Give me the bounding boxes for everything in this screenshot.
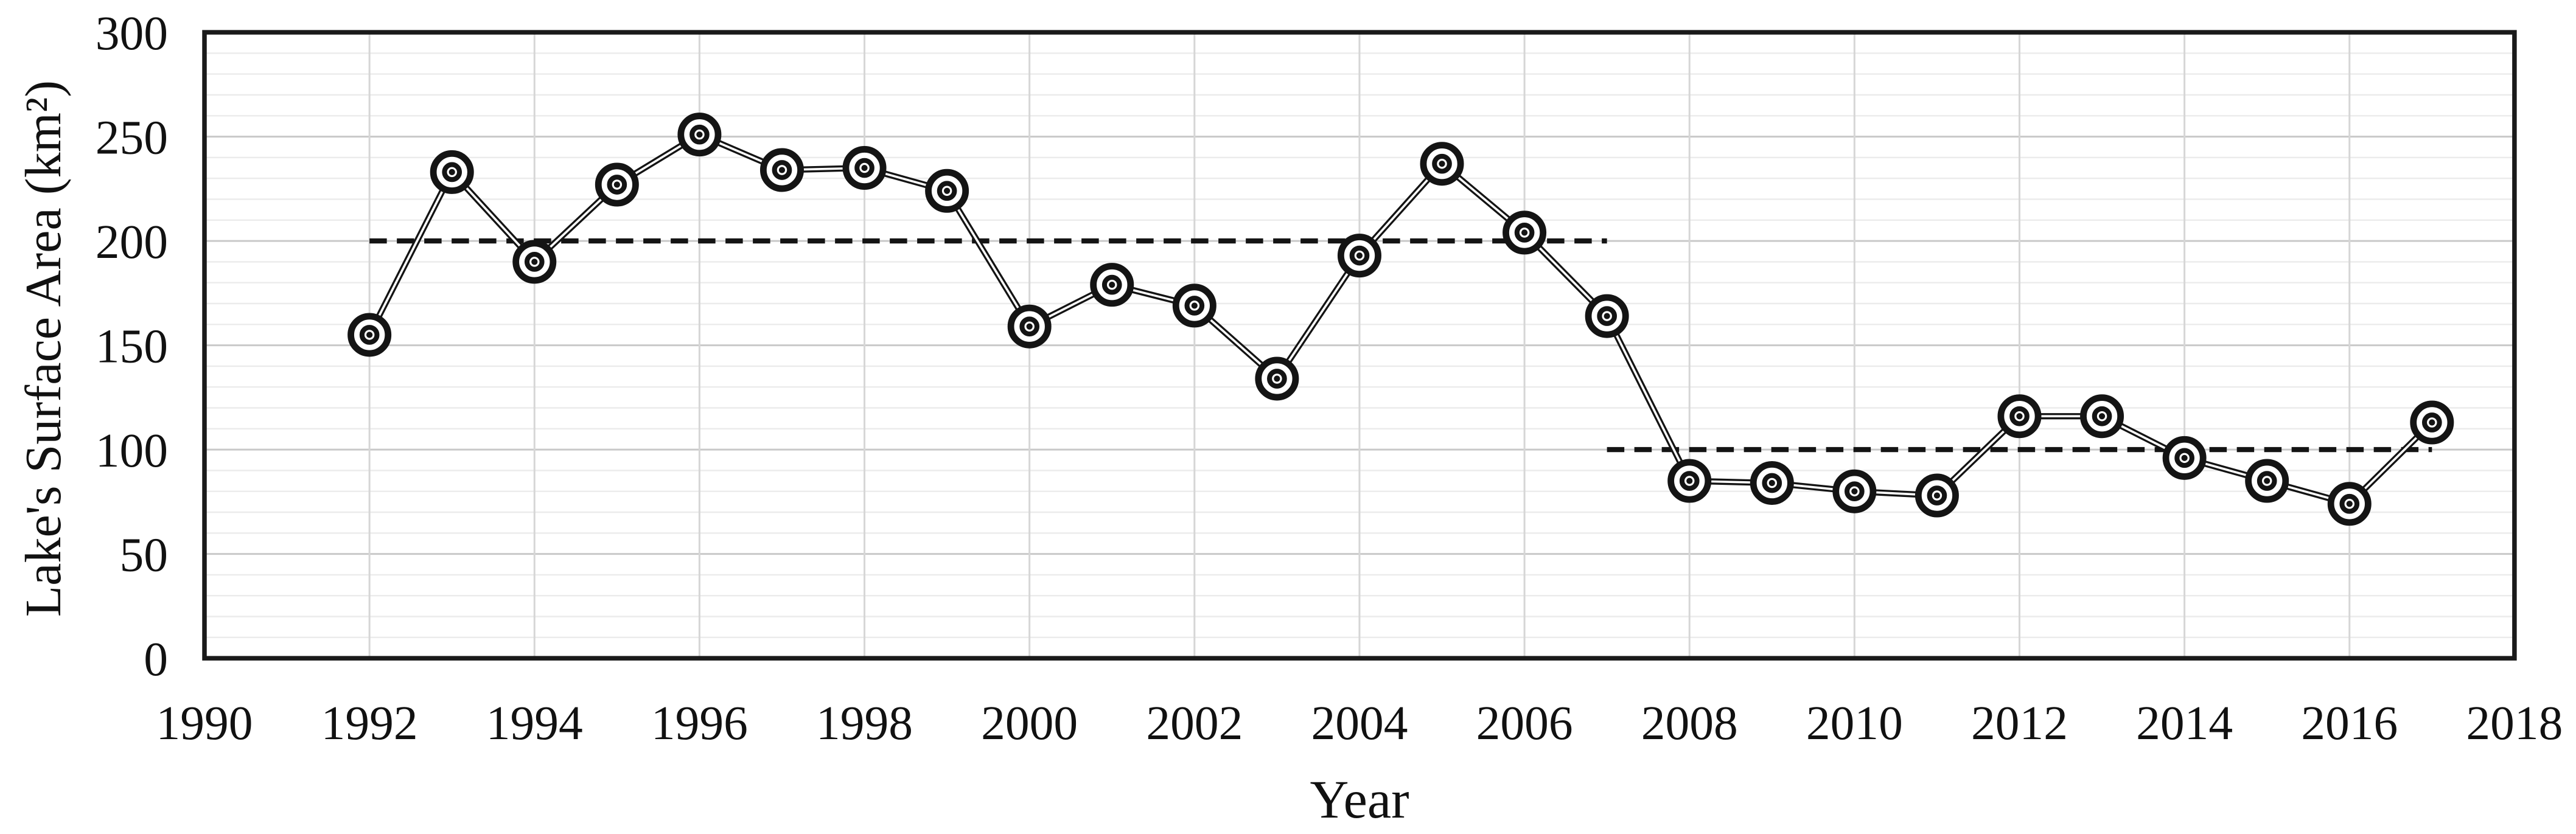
y-tick-label-50: 50: [120, 529, 169, 582]
series-line-core: [368, 133, 2433, 506]
marker-center-dot: [1768, 479, 1775, 487]
data-point-2009: [1750, 460, 1794, 505]
marker-center-dot: [1686, 478, 1693, 484]
data-point-2005: [1420, 142, 1464, 186]
marker-center-dot: [1191, 302, 1198, 309]
series-markers: [347, 113, 2454, 526]
marker-center-dot: [2181, 454, 2188, 461]
x-tick-label-2000: 2000: [981, 697, 1078, 750]
reference-lines: [369, 238, 2432, 453]
marker-center-dot: [1109, 282, 1115, 288]
y-tick-label-200: 200: [96, 215, 168, 269]
marker-center-dot: [861, 164, 868, 172]
series-line: [366, 131, 2434, 507]
x-tick-label-2006: 2006: [1476, 697, 1573, 750]
y-tick-label-100: 100: [96, 424, 168, 478]
data-point-2013: [2080, 394, 2124, 439]
series-line-outer: [366, 131, 2434, 507]
marker-center-dot: [531, 259, 538, 265]
y-axis-title: Lake's Surface Area (km²): [15, 80, 72, 617]
marker-center-dot: [449, 169, 455, 176]
marker-center-dot: [2264, 478, 2271, 484]
plot-border: [202, 30, 2517, 661]
marker-center-dot: [1439, 161, 1445, 167]
data-point-1992: [347, 313, 392, 357]
x-tick-label-2012: 2012: [1971, 697, 2068, 750]
data-point-1996: [677, 113, 722, 157]
data-point-2012: [1997, 394, 2042, 439]
x-tick-label-1994: 1994: [486, 697, 583, 750]
x-tick-label-2016: 2016: [2301, 697, 2398, 750]
data-point-2003: [1255, 356, 1299, 401]
marker-center-dot: [944, 187, 951, 194]
data-point-1997: [759, 148, 804, 192]
data-point-2017: [2410, 400, 2454, 445]
data-point-2010: [1832, 469, 1877, 513]
marker-center-dot: [778, 167, 786, 173]
data-point-1999: [925, 169, 969, 213]
data-point-2011: [1915, 473, 1959, 518]
plot-border-group: [202, 30, 2517, 661]
x-tick-label-2014: 2014: [2136, 697, 2233, 750]
data-point-2008: [1667, 459, 1712, 503]
marker-center-dot: [696, 131, 703, 138]
data-point-2002: [1172, 283, 1216, 328]
y-tick-label-150: 150: [96, 320, 168, 374]
data-point-2006: [1503, 210, 1547, 255]
x-tick-label-2002: 2002: [1146, 697, 1243, 750]
y-tick-label-250: 250: [96, 111, 168, 165]
x-tick-label-2018: 2018: [2466, 697, 2563, 750]
marker-center-dot: [1356, 252, 1363, 259]
marker-center-dot: [2098, 413, 2106, 420]
data-point-2014: [2162, 436, 2207, 480]
marker-center-dot: [1933, 492, 1941, 499]
x-axis-title: Year: [1310, 770, 1409, 830]
data-point-2016: [2327, 482, 2372, 526]
x-tick-label-1992: 1992: [321, 697, 418, 750]
marker-center-dot: [613, 181, 620, 188]
marker-center-dot: [1521, 229, 1528, 236]
x-tick-label-1998: 1998: [816, 697, 913, 750]
marker-center-dot: [1604, 313, 1610, 319]
x-tick-label-2004: 2004: [1311, 697, 1408, 750]
data-point-2015: [2245, 459, 2289, 503]
y-tick-labels: 0 50 100 150 200 250 300: [96, 7, 168, 686]
data-point-1995: [595, 162, 639, 207]
marker-center-dot: [1026, 323, 1033, 330]
marker-center-dot: [1274, 375, 1280, 382]
data-point-2000: [1007, 304, 1052, 349]
x-tick-label-2008: 2008: [1641, 697, 1738, 750]
x-tick-label-1996: 1996: [651, 697, 748, 750]
data-point-2001: [1090, 263, 1134, 307]
x-tick-labels: 1990 1992 1994 1996 1998 2000 2002 2004 2006 2008…: [156, 697, 2563, 750]
data-point-2007: [1585, 294, 1629, 338]
y-tick-label-300: 300: [96, 7, 168, 60]
y-tick-label-0: 0: [144, 633, 168, 686]
data-point-2004: [1337, 234, 1381, 278]
x-tick-label-2010: 2010: [1806, 697, 1903, 750]
marker-center-dot: [1851, 488, 1858, 495]
data-point-1993: [430, 150, 474, 194]
marker-center-dot: [2016, 413, 2023, 420]
marker-center-dot: [2429, 419, 2435, 426]
marker-center-dot: [366, 332, 373, 338]
marker-center-dot: [2346, 501, 2353, 507]
data-point-1998: [842, 146, 887, 190]
data-point-1994: [512, 240, 557, 284]
x-tick-label-1990: 1990: [156, 697, 253, 750]
